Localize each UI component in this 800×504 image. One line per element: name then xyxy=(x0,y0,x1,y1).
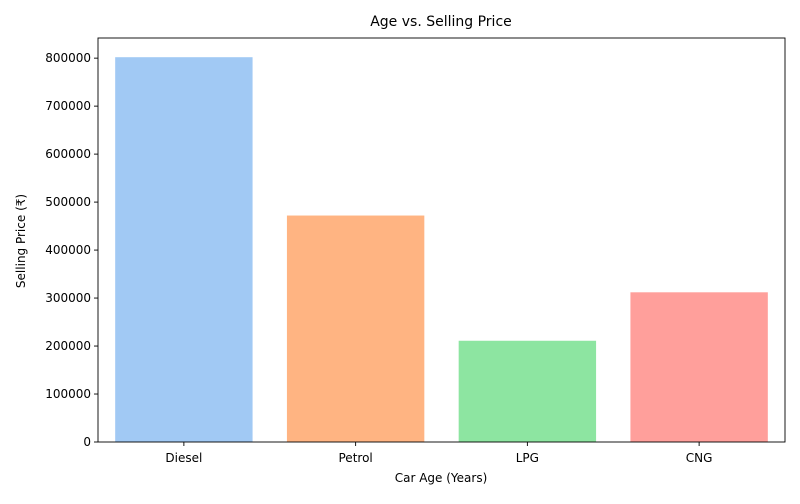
bar-diesel xyxy=(115,57,253,443)
x-tick-label: Petrol xyxy=(339,451,373,465)
y-axis-label: Selling Price (₹) xyxy=(14,194,28,288)
y-tick-label: 800000 xyxy=(45,51,91,65)
chart-title: Age vs. Selling Price xyxy=(370,14,512,30)
x-tick-label: Diesel xyxy=(165,451,202,465)
x-axis-label: Car Age (Years) xyxy=(395,471,488,485)
plot-frame xyxy=(97,37,786,443)
y-tick-label: 500000 xyxy=(45,195,91,209)
y-tick-label: 400000 xyxy=(45,243,91,257)
y-tick-label: 100000 xyxy=(45,387,91,401)
x-axis: Diesel Petrol LPG CNG xyxy=(165,442,712,465)
y-tick-label: 0 xyxy=(83,435,91,449)
x-tick-label: LPG xyxy=(516,451,539,465)
y-tick-label: 600000 xyxy=(45,147,91,161)
bars-group xyxy=(115,57,768,443)
bar-petrol xyxy=(286,215,425,442)
y-tick-label: 300000 xyxy=(45,291,91,305)
x-tick-label: CNG xyxy=(686,451,713,465)
bar-lpg xyxy=(458,340,597,442)
bar-cng xyxy=(630,292,768,442)
y-axis: 0 100000 200000 300000 400000 500000 600000 700… xyxy=(45,51,98,449)
y-tick-label: 700000 xyxy=(45,99,91,113)
y-tick-label: 200000 xyxy=(45,339,91,353)
